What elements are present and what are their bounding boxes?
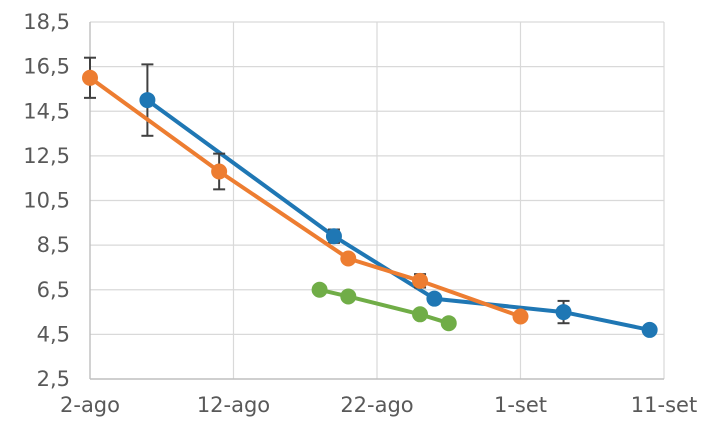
data-point: [426, 290, 443, 307]
y-tick-label: 8,5: [37, 233, 70, 257]
x-tick-label: 22-ago: [340, 393, 413, 417]
data-point: [340, 250, 357, 267]
y-tick-label: 14,5: [23, 99, 70, 123]
series-layer: [82, 56, 658, 338]
series-line: [145, 98, 652, 332]
series-line: [88, 75, 523, 319]
x-tick-labels: 2-ago 12-ago 22-ago 1-set 11-set: [60, 393, 697, 417]
data-point: [412, 306, 429, 323]
data-point: [139, 92, 156, 109]
y-tick-label: 2,5: [37, 367, 70, 391]
series-2: [82, 56, 529, 325]
data-point: [325, 228, 342, 245]
x-tick-label: 2-ago: [60, 393, 120, 417]
data-point: [555, 304, 572, 321]
series-3: [311, 281, 457, 332]
y-tick-label: 4,5: [37, 322, 70, 346]
x-tick-label: 1-set: [494, 393, 547, 417]
series-1: [139, 63, 658, 338]
y-tick-labels: 2,5 4,5 6,5 8,5 10,5 12,5 14,5 16,5 18,5: [23, 10, 70, 391]
data-point: [512, 308, 529, 325]
data-point: [82, 69, 98, 86]
y-tick-label: 18,5: [23, 10, 70, 34]
x-tick-label: 11-set: [631, 393, 697, 417]
data-point: [412, 272, 429, 289]
x-tick-label: 12-ago: [197, 393, 270, 417]
series-line: [317, 287, 451, 326]
data-point: [211, 163, 228, 180]
data-point: [340, 288, 357, 305]
data-point: [641, 321, 658, 338]
y-tick-label: 16,5: [23, 55, 70, 79]
y-tick-label: 10,5: [23, 189, 70, 213]
grid: [90, 21, 665, 379]
data-point: [311, 281, 328, 298]
data-point: [440, 315, 457, 332]
y-tick-label: 6,5: [37, 278, 70, 302]
y-tick-label: 12,5: [23, 144, 70, 168]
